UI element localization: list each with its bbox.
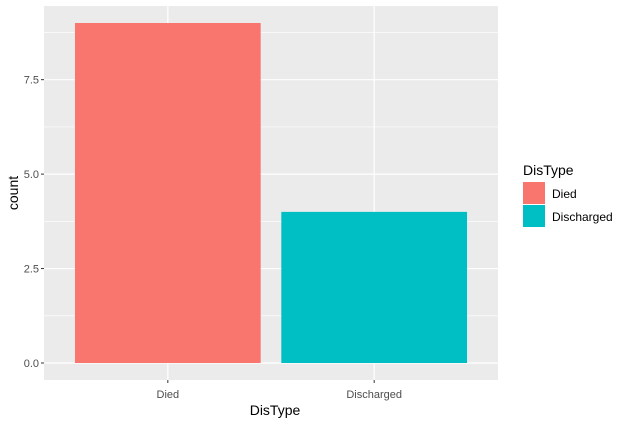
legend-title: DisType [523,162,574,178]
bar-discharged [281,211,468,363]
y-tick-label: 5.0 [24,169,39,181]
legend: DisType Died Discharged [523,162,613,227]
y-tick-label: 7.5 [24,75,39,87]
y-tick-label: 0.0 [24,358,39,370]
legend-label-died: Died [552,187,577,201]
x-axis: Died Discharged [157,380,402,401]
legend-key-died [523,182,545,204]
x-tick-label: Died [157,389,180,401]
legend-key-discharged [523,205,545,227]
y-axis: 0.0 2.5 5.0 7.5 [24,75,44,370]
bars [74,23,468,363]
x-tick-label: Discharged [346,389,402,401]
bar-died [74,23,261,363]
x-axis-title: DisType [250,402,301,418]
legend-label-discharged: Discharged [552,210,613,224]
y-tick-label: 2.5 [24,264,39,276]
y-axis-title: count [5,176,21,210]
